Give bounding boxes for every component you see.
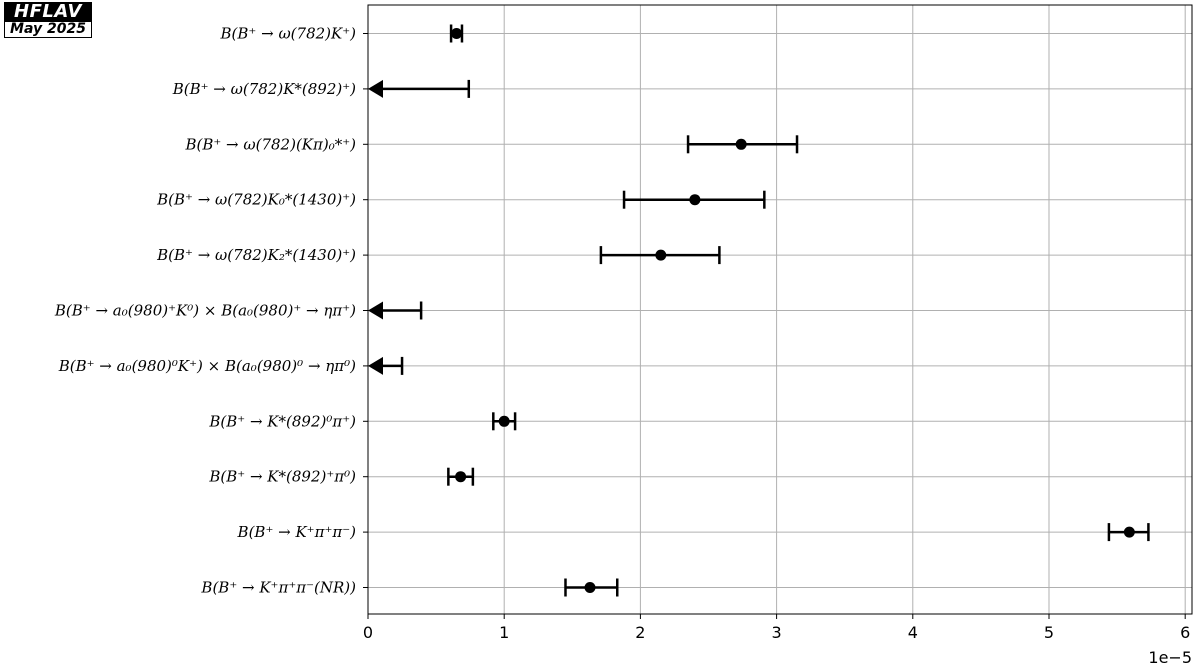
y-tick-label: B(B⁺ → ω(782)K₂*(1430)⁺): [156, 246, 356, 264]
y-tick-label: B(B⁺ → ω(782)K⁺): [220, 25, 357, 43]
y-axis-labels: B(B⁺ → ω(782)K⁺) B(B⁺ → ω(782)K*(892)⁺) B(…: [54, 25, 368, 597]
x-tick-label: 3: [772, 623, 782, 642]
y-tick-label: B(B⁺ → ω(782)K*(892)⁺): [172, 80, 356, 98]
y-tick-label: B(B⁺ → a₀(980)⁺K⁰) × B(a₀(980)⁺ → ηπ⁺): [54, 302, 356, 320]
measurement: [1107, 523, 1150, 542]
limit-arrow: [368, 79, 383, 98]
measurement: [686, 135, 799, 154]
x-tick-label: 5: [1044, 623, 1054, 642]
limit-arrow: [368, 301, 383, 320]
data-point: [689, 194, 701, 206]
grid: [367, 5, 1192, 614]
data-point: [455, 471, 467, 483]
data-point: [655, 249, 667, 261]
measurement: [449, 24, 464, 43]
x-tick-label: 2: [635, 623, 645, 642]
x-tick-label: 1: [499, 623, 509, 642]
measurement: [622, 190, 766, 209]
y-tick-label: B(B⁺ → K*(892)⁺π⁰): [208, 468, 356, 486]
measurement: [492, 412, 517, 431]
hflav-date: May 2025: [4, 21, 92, 38]
data-point: [735, 138, 747, 150]
x-tick-label: 0: [363, 623, 373, 642]
y-tick-label: B(B⁺ → ω(782)K₀*(1430)⁺): [156, 191, 356, 209]
data-point: [451, 28, 463, 39]
upper-limit: [368, 301, 423, 320]
measurement: [564, 578, 619, 597]
y-tick-label: B(B⁺ → a₀(980)⁰K⁺) × B(a₀(980)⁰ → ηπ⁰): [58, 357, 356, 375]
data-point: [1123, 526, 1135, 538]
hflav-logo-text: HFLAV: [4, 2, 92, 21]
y-tick-label: B(B⁺ → K*(892)⁰π⁺): [208, 412, 356, 430]
limit-arrow: [368, 356, 383, 375]
upper-limit: [368, 79, 471, 98]
y-tick-label: B(B⁺ → K⁺π⁺π⁻(NR)): [200, 579, 356, 597]
y-tick-label: B(B⁺ → ω(782)(Kπ)₀*⁺): [184, 135, 356, 153]
measurement: [447, 467, 475, 486]
upper-limit: [368, 356, 404, 375]
hflav-badge: HFLAV May 2025: [4, 2, 92, 38]
data-point: [584, 582, 596, 593]
y-tick-label: B(B⁺ → K⁺π⁺π⁻): [237, 523, 357, 541]
x-axis-offset-label: 1e−5: [1148, 648, 1192, 667]
x-tick-label: 6: [1180, 623, 1190, 642]
x-tick-label: 4: [908, 623, 918, 642]
measurement: [599, 246, 721, 265]
x-axis-ticks: 0 1 2 3 4 5 6: [363, 614, 1190, 642]
data-point: [498, 415, 510, 427]
data-rows: [368, 24, 1150, 597]
plot-frame: [367, 4, 1193, 615]
